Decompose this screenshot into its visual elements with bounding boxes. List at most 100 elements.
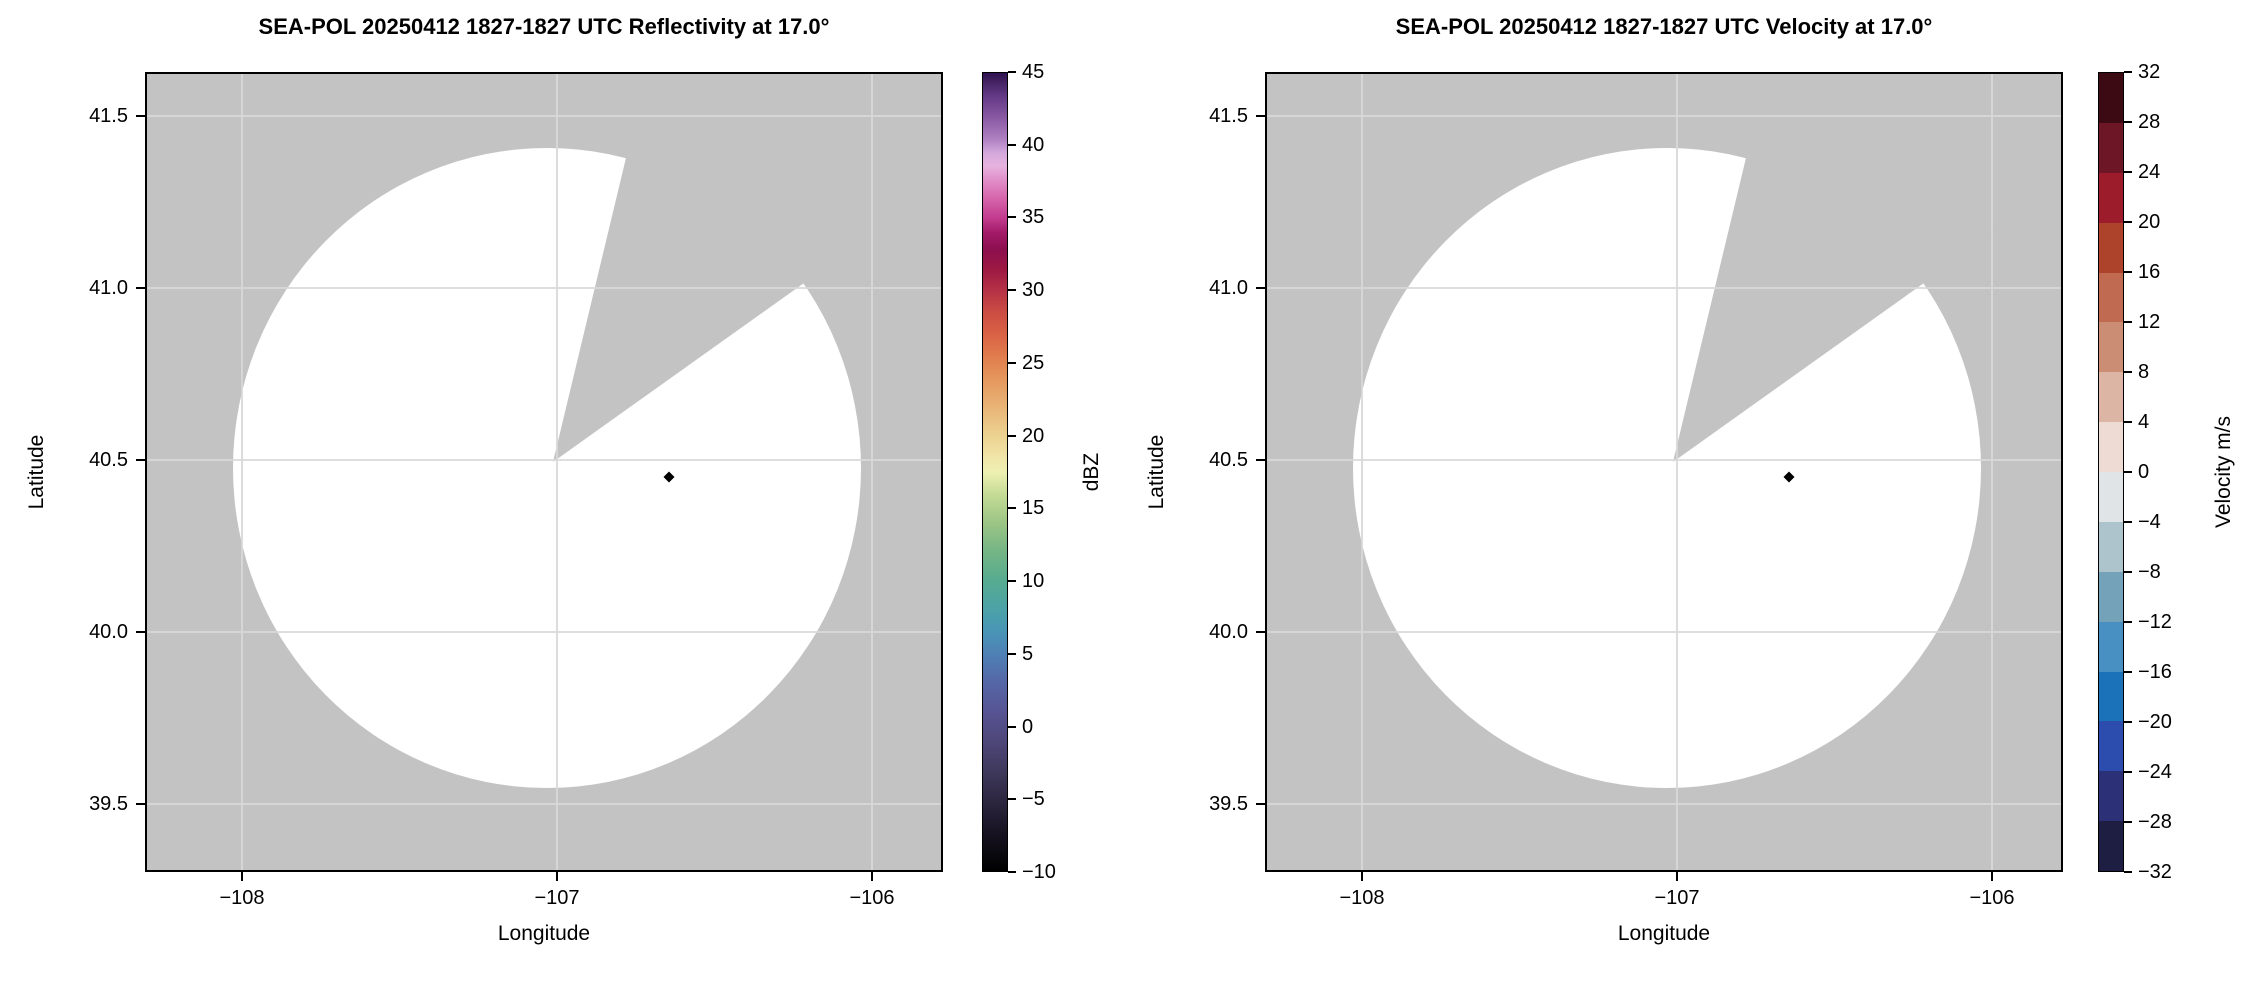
colorbar-tick-mark: [2124, 221, 2132, 223]
colorbar-block: [2099, 422, 2123, 472]
colorbar-tick-label: 8: [2138, 361, 2150, 383]
colorbar-tick-mark: [2124, 521, 2132, 523]
colorbar-tick-mark: [1008, 507, 1016, 510]
colorbar-tick-label: 5: [1022, 642, 1034, 665]
colorbar-block: [2099, 771, 2123, 822]
y-tick-mark: [1256, 459, 1265, 461]
y-tick-mark: [136, 803, 145, 805]
y-tick-mark: [1256, 631, 1265, 633]
colorbar-tick-mark: [1008, 580, 1016, 583]
x-tick-label: −106: [849, 887, 895, 909]
colorbar-tick-mark: [2124, 671, 2132, 673]
radar-plot: [1265, 0, 2178, 872]
colorbar-block: [2099, 721, 2123, 772]
x-axis-label: Longitude: [497, 922, 591, 945]
colorbar-tick-label: −32: [2138, 861, 2172, 883]
colorbar-tick-mark: [1008, 216, 1016, 219]
colorbar-tick-label: −16: [2138, 661, 2172, 683]
colorbar-block: [2099, 472, 2123, 522]
plot-title: SEA-POL 20250412 1827-1827 UTC Reflectiv…: [258, 14, 830, 39]
colorbar-block: [2099, 272, 2123, 323]
colorbar-tick-mark: [1008, 871, 1016, 873]
colorbar-tick-label: −20: [2138, 711, 2172, 733]
colorbar-tick-mark: [2124, 171, 2132, 173]
colorbar-tick-label: 4: [2138, 411, 2150, 433]
colorbar-tick-mark: [2124, 271, 2132, 273]
y-tick-label: 39.5: [1209, 793, 1248, 815]
colorbar-tick-label: 15: [1022, 497, 1045, 520]
colorbar-tick-label: 0: [2138, 461, 2150, 483]
colorbar-tick-label: 0: [1022, 715, 1034, 738]
colorbar-tick-label: −5: [1022, 788, 1045, 811]
colorbar-tick-label: 25: [1022, 351, 1045, 374]
colorbar-tick-label: 24: [2138, 161, 2161, 183]
colorbar-tick-mark: [2124, 771, 2132, 773]
colorbar-block: [2099, 222, 2123, 273]
masked-sector: [1673, 0, 2178, 462]
y-tick-mark: [1256, 287, 1265, 289]
x-tick-label: −107: [534, 887, 580, 909]
colorbar-block: [2099, 821, 2123, 871]
colorbar-tick-label: 45: [1022, 61, 1045, 83]
y-tick-label: 41.0: [89, 277, 128, 299]
radar-plot-area: [1265, 0, 2178, 877]
colorbar-tick-mark: [2124, 721, 2132, 723]
colorbar-tick-mark: [2124, 571, 2132, 573]
location-marker-icon: [663, 471, 675, 483]
x-tick-label: −106: [1969, 887, 2015, 909]
colorbar-tick-label: 40: [1022, 133, 1045, 156]
y-tick-label: 40.0: [89, 621, 128, 643]
colorbar-tick-mark: [2124, 871, 2132, 873]
x-tick-mark: [1991, 872, 1993, 881]
colorbar-tick-mark: [2124, 471, 2132, 473]
masked-region: [1265, 72, 2063, 872]
x-tick-mark: [1676, 872, 1678, 881]
colorbar-tick-mark: [2124, 821, 2132, 823]
colorbar-tick-label: −28: [2138, 811, 2172, 833]
x-tick-label: −107: [1654, 887, 1700, 909]
y-tick-mark: [136, 631, 145, 633]
y-axis-label: Latitude: [1145, 434, 1168, 510]
colorbar-tick-mark: [1008, 71, 1016, 73]
y-tick-label: 40.5: [1209, 449, 1248, 471]
colorbar-tick-label: 35: [1022, 206, 1045, 229]
location-marker-icon: [1783, 471, 1795, 483]
colorbar-tick-label: 10: [1022, 570, 1045, 593]
y-tick-label: 41.0: [1209, 277, 1248, 299]
colorbar-label: dBZ: [1080, 452, 1103, 492]
y-tick-label: 40.0: [1209, 621, 1248, 643]
y-axis-label: Latitude: [25, 434, 48, 510]
colorbar-tick-label: 28: [2138, 111, 2161, 133]
colorbar-tick-label: −4: [2138, 511, 2161, 533]
radar-plot-area: [145, 0, 1058, 877]
radar-plot: [145, 0, 1058, 872]
plot-title: SEA-POL 20250412 1827-1827 UTC Velocity …: [1395, 14, 1933, 39]
colorbar-tick-label: 32: [2138, 61, 2161, 83]
x-axis-label: Longitude: [1617, 922, 1711, 945]
colorbar-bar: [2098, 72, 2124, 872]
colorbar-tick-mark: [1008, 652, 1016, 655]
y-tick-mark: [136, 115, 145, 117]
colorbar-tick-mark: [1008, 143, 1016, 146]
y-tick-mark: [1256, 115, 1265, 117]
colorbar-tick-mark: [2124, 621, 2132, 623]
colorbar-tick-label: −24: [2138, 761, 2172, 783]
colorbar-tick-mark: [1008, 361, 1016, 364]
colorbar-tick-mark: [1008, 289, 1016, 292]
colorbar-block: [2099, 372, 2123, 423]
plot-frame: [1265, 72, 2063, 872]
y-tick-label: 41.5: [1209, 105, 1248, 127]
y-tick-mark: [1256, 803, 1265, 805]
colorbar-block: [2099, 73, 2123, 123]
colorbar-bar: [982, 72, 1008, 872]
plot-frame: [145, 72, 943, 872]
colorbar-tick-label: 16: [2138, 261, 2161, 283]
scan-area: [233, 148, 861, 788]
colorbar-block: [2099, 671, 2123, 722]
x-tick-label: −108: [1339, 887, 1385, 909]
colorbar-tick-mark: [2124, 71, 2132, 73]
y-tick-label: 39.5: [89, 793, 128, 815]
colorbar-block: [2099, 322, 2123, 373]
